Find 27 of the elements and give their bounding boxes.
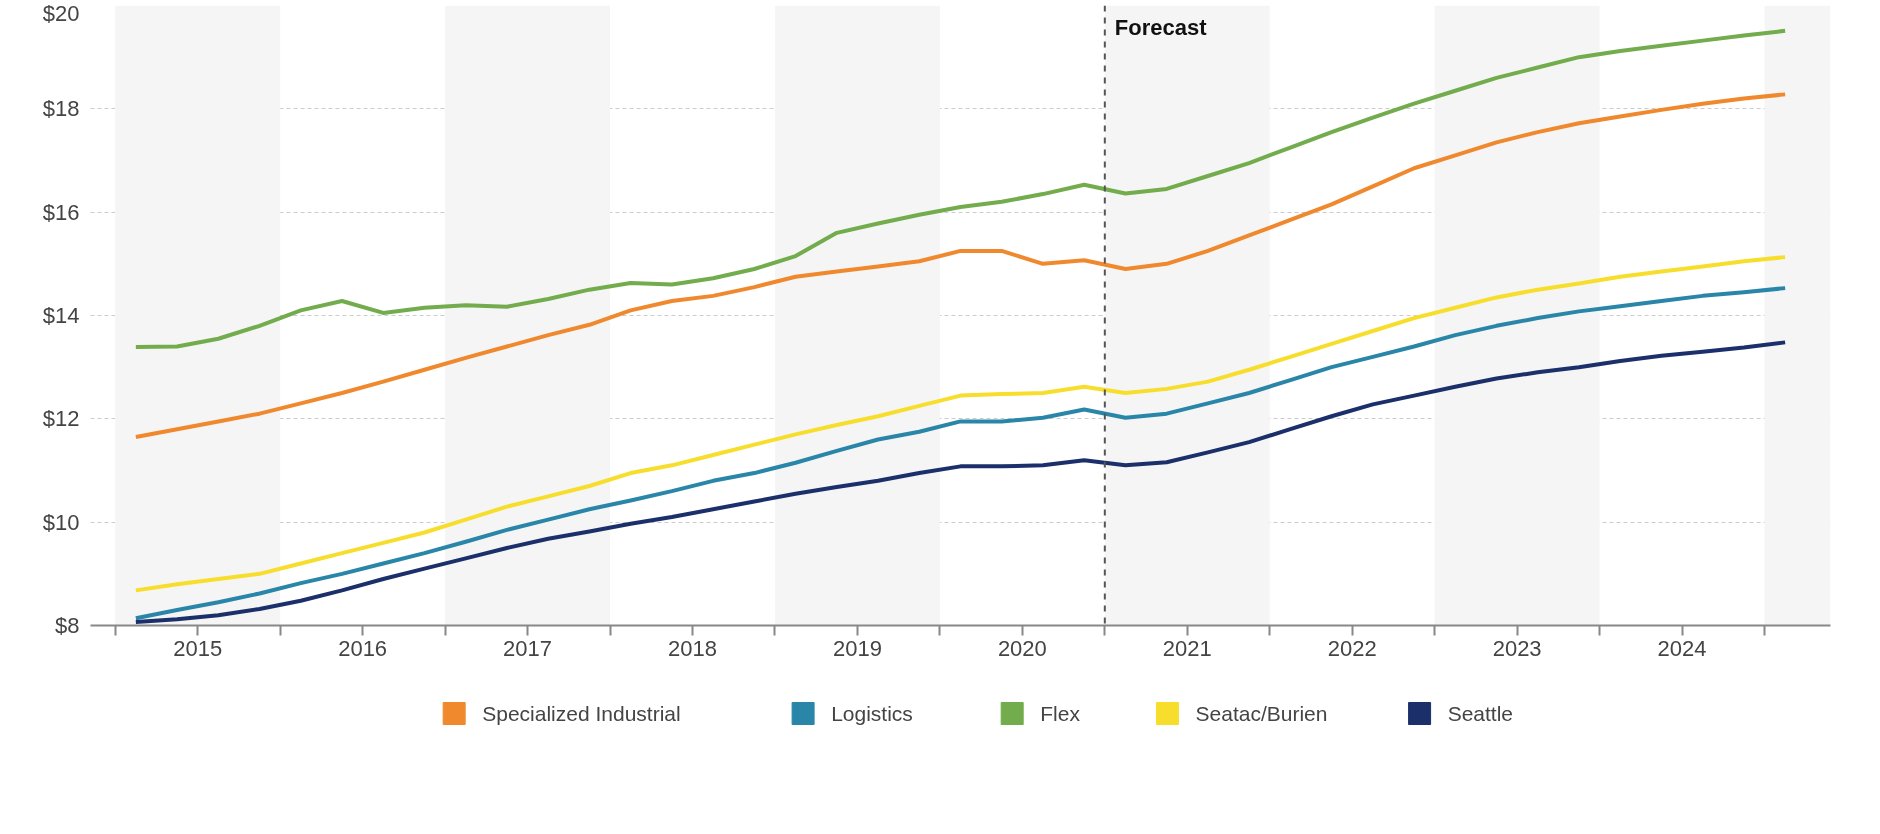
legend-label: Flex [1040, 702, 1081, 725]
legend-label: Logistics [831, 702, 913, 725]
ref-line-label: Forecast [1114, 14, 1208, 40]
y-tick-label: $8 [55, 613, 80, 638]
line-series [133, 92, 1788, 439]
y-tick-label: $10 [42, 509, 80, 535]
x-tick-label: 2019 [832, 635, 882, 661]
y-tick-label: $16 [42, 199, 80, 225]
x-tick-label: 2016 [338, 635, 388, 661]
legend-label: Seattle [1447, 702, 1514, 725]
x-tick-label: 2023 [1492, 635, 1542, 661]
line-series [133, 255, 1788, 593]
x-tick-label: 2024 [1657, 635, 1707, 661]
legend-label: Specialized Industrial [482, 702, 681, 725]
y-tick-label: $12 [42, 406, 80, 432]
y-tick-label: $14 [42, 303, 80, 328]
x-tick-label: 2015 [173, 635, 223, 661]
x-tick-label: 2021 [1162, 635, 1212, 661]
line-series [133, 340, 1788, 624]
legend-label: Seatac/Burien [1195, 702, 1328, 725]
line-series [133, 286, 1788, 621]
y-tick-label: $20 [42, 0, 80, 26]
x-tick-label: 2022 [1327, 635, 1377, 661]
x-tick-label: 2017 [503, 635, 553, 661]
x-tick-label: 2020 [997, 635, 1047, 661]
y-tick-label: $18 [42, 96, 80, 122]
x-tick-label: 2018 [668, 635, 717, 661]
